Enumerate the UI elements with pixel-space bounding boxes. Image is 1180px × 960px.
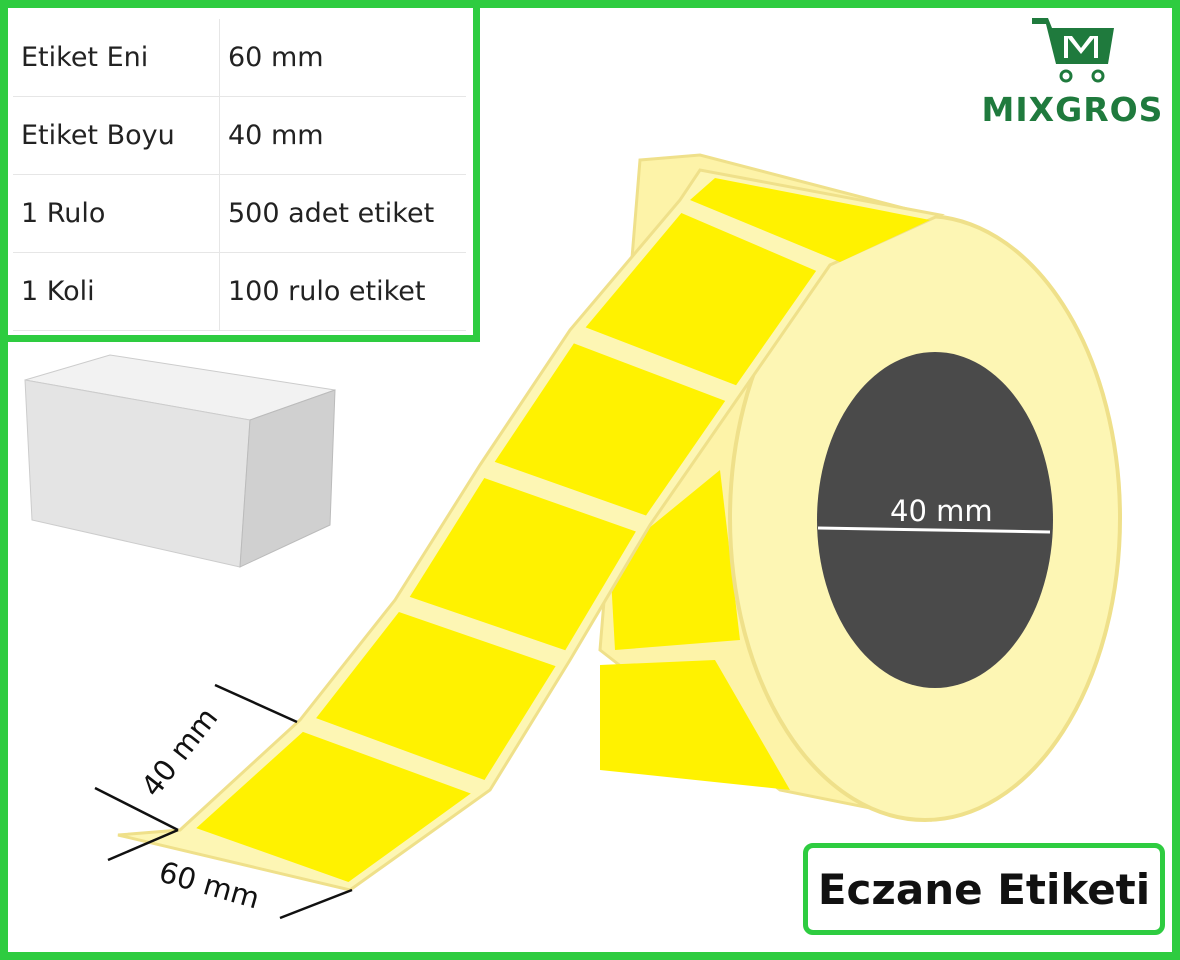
- spec-label: Etiket Eni: [13, 19, 220, 97]
- roll-body: [598, 153, 1122, 822]
- yellow-label: [600, 660, 790, 790]
- spec-value: 40 mm: [219, 96, 466, 175]
- spec-label: 1 Koli: [13, 252, 220, 331]
- spec-label: Etiket Boyu: [13, 96, 220, 175]
- spec-row: Etiket Boyu 40 mm: [13, 96, 466, 175]
- yellow-label: [196, 731, 471, 882]
- logo-text: MIXGROS: [981, 90, 1164, 129]
- roll-core: [817, 352, 1053, 688]
- yellow-label: [585, 213, 817, 386]
- yellow-label: [494, 343, 726, 516]
- spec-row: Etiket Eni 60 mm: [13, 19, 466, 97]
- spec-value: 500 adet etiket: [219, 174, 466, 253]
- core-diameter-dimension: 40 mm: [890, 494, 993, 528]
- spec-value: 60 mm: [219, 19, 466, 97]
- yellow-label: [316, 612, 556, 781]
- carton-box: [24, 354, 336, 568]
- shopping-cart-icon: [1031, 18, 1114, 83]
- yellow-label: [409, 478, 636, 651]
- product-name: Eczane Etiketi: [817, 864, 1151, 914]
- yellow-label: [610, 470, 740, 650]
- mixgros-logo: MIXGROS: [980, 14, 1165, 129]
- dimension-lines: [94, 683, 353, 920]
- spec-value: 100 rulo etiket: [219, 252, 466, 331]
- spec-row: 1 Koli 100 rulo etiket: [13, 252, 466, 331]
- spec-row: 1 Rulo 500 adet etiket: [13, 174, 466, 253]
- spec-label: 1 Rulo: [13, 174, 220, 253]
- yellow-label: [690, 178, 930, 262]
- spec-table: Etiket Eni 60 mm Etiket Boyu 40 mm 1 Rulo 500…: [0, 0, 480, 342]
- product-name-badge: Eczane Etiketi: [803, 843, 1165, 935]
- label-strip: [117, 168, 945, 892]
